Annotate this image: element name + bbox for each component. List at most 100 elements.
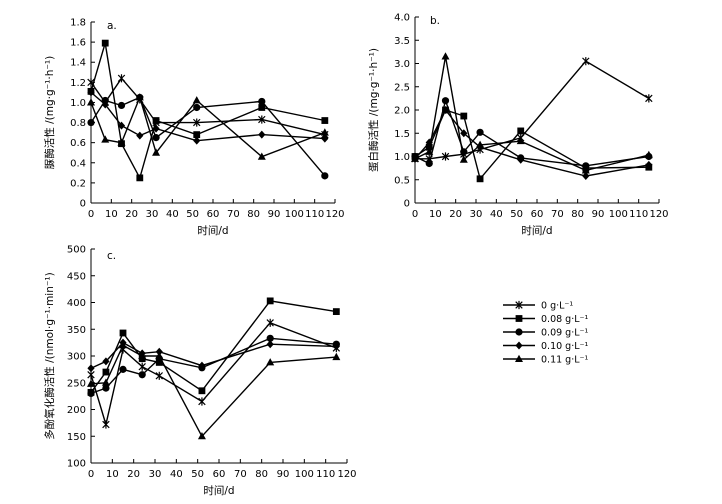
y-tick-label: 450 bbox=[67, 271, 86, 282]
data-point bbox=[266, 297, 274, 305]
data-point bbox=[266, 334, 274, 342]
data-point bbox=[102, 420, 110, 429]
y-tick-label: 2.5 bbox=[394, 82, 410, 93]
y-tick-label: 200 bbox=[67, 405, 86, 416]
data-point bbox=[644, 150, 653, 159]
y-tick-label: 150 bbox=[67, 432, 86, 443]
data-point bbox=[102, 384, 110, 392]
series-line bbox=[90, 321, 337, 428]
data-point bbox=[138, 351, 147, 359]
series-line bbox=[414, 108, 649, 177]
data-point bbox=[459, 155, 468, 163]
x-tick-label: 30 bbox=[146, 209, 159, 220]
data-point bbox=[155, 359, 163, 366]
y-axis-label: 多酚氧化酶活性 /(nmol·g⁻¹·min⁻¹) bbox=[43, 272, 56, 439]
data-point bbox=[119, 365, 127, 373]
legend-label: 0.08 g·L⁻¹ bbox=[541, 314, 589, 325]
data-point bbox=[102, 357, 110, 366]
x-tick-label: 70 bbox=[551, 209, 564, 220]
data-point bbox=[117, 101, 126, 110]
series-line bbox=[414, 56, 649, 172]
data-point bbox=[155, 371, 163, 380]
data-point bbox=[258, 115, 266, 124]
data-point bbox=[87, 98, 95, 106]
x-axis-label: 时间/d bbox=[521, 224, 552, 237]
x-tick-label: 0 bbox=[412, 209, 418, 220]
y-tick-label: 500 bbox=[67, 245, 86, 256]
data-point bbox=[155, 351, 164, 359]
data-point bbox=[136, 131, 144, 140]
data-point bbox=[258, 130, 266, 139]
y-tick-label: 1.6 bbox=[70, 38, 86, 49]
series-line bbox=[90, 344, 337, 438]
data-point bbox=[152, 134, 160, 142]
data-point bbox=[152, 117, 160, 124]
legend-label: 0 g·L⁻¹ bbox=[541, 301, 573, 312]
x-tick-label: 60 bbox=[213, 469, 226, 480]
series-line bbox=[90, 91, 325, 142]
x-tick-label: 90 bbox=[592, 209, 605, 220]
x-tick-label: 60 bbox=[207, 209, 220, 220]
data-point bbox=[193, 103, 201, 112]
data-point bbox=[119, 341, 127, 349]
data-point bbox=[476, 140, 485, 148]
data-point bbox=[425, 147, 434, 155]
series-line bbox=[414, 109, 649, 181]
series-5 bbox=[411, 52, 653, 174]
series-line bbox=[90, 337, 337, 395]
legend-entry: 0.09 g·L⁻¹ bbox=[503, 328, 589, 339]
x-tick-label: 80 bbox=[255, 469, 268, 480]
panel-b-protease-chart: 0 10 20 30 40 50 60 70 80 90 100 110 120 0 0.5 1.0 1.5 2.… bbox=[367, 13, 669, 238]
data-point bbox=[152, 148, 161, 156]
series-5 bbox=[87, 341, 341, 440]
y-axis-label: 蛋白酶活性 /(mg·g⁻¹·h⁻¹) bbox=[367, 48, 380, 172]
data-point bbox=[582, 162, 590, 170]
legend-label: 0.10 g·L⁻¹ bbox=[541, 341, 589, 352]
data-point bbox=[582, 172, 590, 181]
y-tick-label: 1.0 bbox=[70, 98, 86, 109]
data-point bbox=[582, 57, 590, 66]
data-point bbox=[87, 88, 95, 97]
y-tick-label: 2.0 bbox=[394, 106, 410, 117]
data-point bbox=[87, 379, 95, 387]
y-tick-label: 0.5 bbox=[394, 175, 410, 186]
legend: 0 g·L⁻¹ 0.08 g·L⁻¹ 0.09 g·L⁻¹ 0.10 g·L⁻¹ 0.1… bbox=[503, 301, 589, 366]
x-tick-label: 90 bbox=[268, 209, 281, 220]
legend-label: 0.11 g·L⁻¹ bbox=[541, 355, 589, 366]
data-point bbox=[476, 128, 484, 136]
data-point bbox=[321, 172, 329, 180]
data-point bbox=[441, 52, 450, 60]
x-tick-label: 110 bbox=[305, 209, 324, 220]
x-tick-label: 10 bbox=[429, 209, 442, 220]
legend-entry: 0.10 g·L⁻¹ bbox=[503, 341, 589, 352]
data-point bbox=[425, 143, 433, 151]
x-tick-label: 80 bbox=[571, 209, 584, 220]
data-point bbox=[266, 318, 274, 327]
data-point bbox=[321, 117, 329, 124]
data-point bbox=[87, 389, 95, 398]
x-tick-label: 20 bbox=[125, 209, 138, 220]
panel-label: c. bbox=[107, 250, 116, 262]
data-point bbox=[517, 127, 525, 135]
data-point bbox=[102, 368, 110, 376]
series-line bbox=[90, 300, 337, 393]
data-point bbox=[516, 136, 525, 145]
data-point bbox=[197, 431, 206, 440]
x-tick-label: 20 bbox=[449, 209, 462, 220]
x-tick-label: 40 bbox=[170, 469, 183, 480]
x-tick-label: 110 bbox=[316, 469, 335, 480]
panel-c-polyphenol-oxidase-chart: 0 10 20 30 40 50 60 70 80 90 100 110 120100150200250… bbox=[43, 245, 357, 498]
x-tick-label: 120 bbox=[337, 469, 356, 480]
legend-marker bbox=[515, 328, 523, 336]
x-tick-label: 50 bbox=[510, 209, 523, 220]
data-point bbox=[332, 308, 340, 315]
data-point bbox=[193, 131, 201, 139]
x-tick-label: 60 bbox=[531, 209, 544, 220]
data-point bbox=[138, 362, 146, 371]
data-point bbox=[198, 361, 206, 370]
data-point bbox=[193, 118, 201, 127]
x-tick-label: 100 bbox=[609, 209, 628, 220]
data-point bbox=[581, 166, 590, 174]
data-point bbox=[460, 112, 468, 120]
